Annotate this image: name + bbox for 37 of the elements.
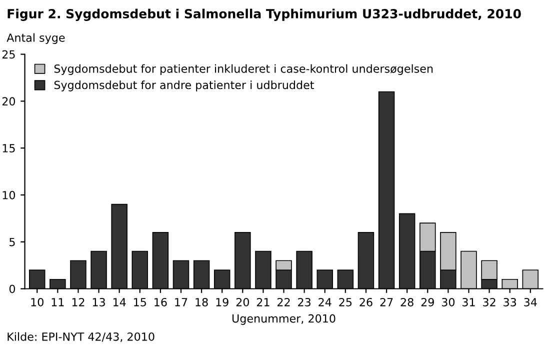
- y-tick-label: 25: [2, 50, 15, 59]
- x-tick-label: 21: [256, 298, 270, 306]
- x-tick-label: 22: [278, 298, 290, 306]
- text: Kilde: EPI-NYT 42/43, 2010: [8, 332, 154, 342]
- x-tick-label: 10: [31, 298, 44, 306]
- chart-title: Figur 2. Sygdomsdebut i Salmonella Typhimurium U323-udbruddet, 2010: [8, 8, 521, 21]
- x-tick-label: 26: [360, 298, 372, 306]
- legend-label: Sygdomsdebut for andre patienter i udbruddet: [54, 80, 314, 92]
- x-tick-label: 31: [462, 298, 475, 306]
- x-tick-label: 20: [236, 298, 249, 306]
- x-tick-label: 25: [339, 298, 352, 306]
- y-axis-title: Antal syge: [6, 33, 65, 44]
- x-tick-label: 14: [113, 298, 126, 306]
- x-tick-label: 12: [72, 298, 84, 306]
- x-tick-label: 34: [524, 298, 537, 306]
- x-tick-label: 16: [154, 298, 167, 306]
- x-tick-label: 33: [504, 298, 516, 306]
- y-tick-label: 10: [2, 190, 16, 200]
- x-tick-label: 23: [298, 298, 310, 306]
- y-tick-label: 20: [2, 97, 16, 106]
- y-tick-label: 5: [10, 238, 15, 246]
- y-tick-label: 0: [9, 284, 16, 294]
- x-axis-title: Ugenummer, 2010: [232, 314, 336, 325]
- y-tick-label: 15: [2, 144, 15, 152]
- x-tick-label: 32: [483, 298, 496, 306]
- x-tick-label: 30: [442, 298, 455, 306]
- legend-label: Sygdomsdebut for patienter inkluderet i case-kontrol undersøgelsen: [54, 64, 433, 76]
- x-tick-label: 24: [318, 298, 332, 306]
- x-tick-label: 29: [421, 298, 434, 306]
- x-tick-label: 19: [216, 298, 228, 306]
- x-tick-label: 15: [134, 298, 146, 306]
- x-tick-label: 11: [52, 298, 64, 306]
- x-tick-label: 13: [92, 298, 105, 306]
- x-tick-label: 28: [400, 298, 414, 306]
- x-tick-label: 18: [196, 298, 208, 306]
- x-tick-label: 17: [175, 298, 188, 306]
- x-tick-label: 27: [380, 298, 393, 306]
